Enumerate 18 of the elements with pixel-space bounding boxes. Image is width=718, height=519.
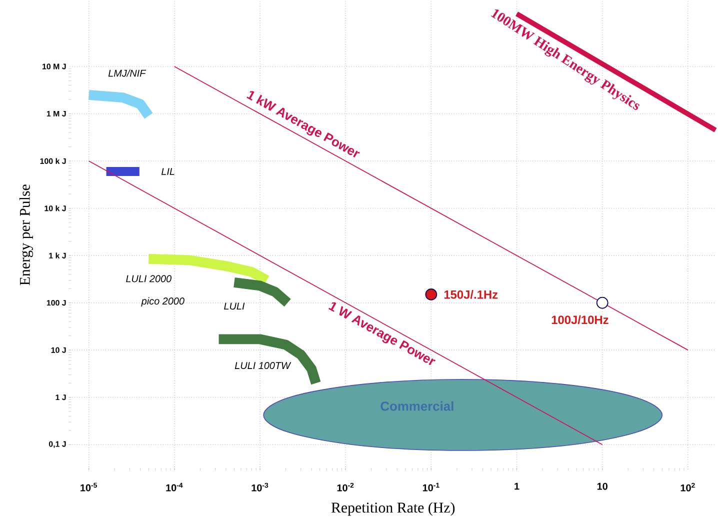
text: LIL — [161, 168, 174, 175]
x-tick-label: 10$^{-3}$ — [252, 482, 268, 492]
series-label: LMJ/NIF — [108, 69, 146, 77]
x-tick-label: 1 — [514, 482, 520, 490]
x-tick-label: 10$^{2}$ — [680, 482, 695, 492]
x-tick-label: 10 — [597, 482, 608, 490]
annotation: 150J/.1Hz — [444, 290, 498, 299]
x-tick-label: 10$^{-5}$ — [80, 482, 98, 492]
series-label: LULI — [224, 302, 245, 310]
x-tick-label: 10$^{-4}$ — [166, 482, 183, 492]
x-tick-label: 10$^{-1}$ — [422, 482, 440, 492]
annotation: pico 2000 — [141, 297, 184, 307]
y-axis-title: Energy per Pulse — [19, 184, 33, 286]
series-label: LULI 2000 — [126, 275, 172, 282]
annotation: 100J/10Hz — [552, 315, 608, 324]
series-label: LULI 100TW — [234, 362, 292, 370]
x-tick-label: 10$^{-2}$ — [337, 482, 354, 492]
x-axis-title: Repetition Rate (Hz) — [331, 502, 455, 516]
